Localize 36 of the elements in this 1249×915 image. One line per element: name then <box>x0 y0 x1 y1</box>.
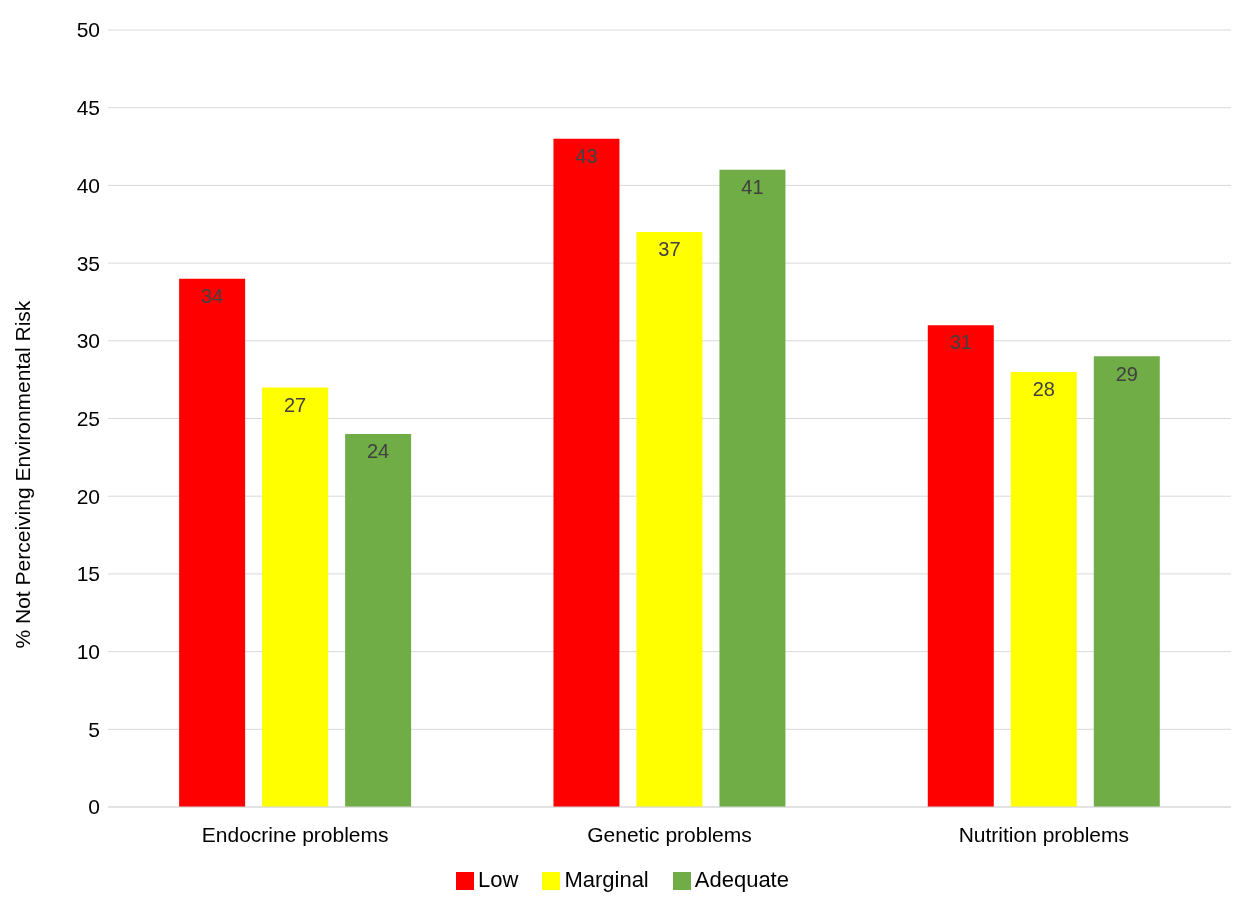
data-label: 24 <box>367 440 390 463</box>
y-tick-label: 45 <box>76 96 100 120</box>
y-tick-label: 0 <box>88 795 100 819</box>
y-tick-label: 20 <box>76 484 100 508</box>
data-label: 31 <box>949 331 972 354</box>
y-tick-label: 35 <box>76 251 100 275</box>
data-label: 41 <box>741 176 764 199</box>
x-tick-label: Genetic problems <box>587 822 752 846</box>
legend-label: Adequate <box>694 867 789 892</box>
y-tick-label: 25 <box>76 406 100 430</box>
data-label: 37 <box>658 238 681 261</box>
y-tick-label: 10 <box>76 640 100 664</box>
bar <box>636 232 703 807</box>
data-label: 28 <box>1032 378 1055 401</box>
data-label: 27 <box>284 393 307 416</box>
data-label: 34 <box>201 284 224 307</box>
bar <box>1010 371 1077 807</box>
bar <box>345 434 412 807</box>
bar <box>553 138 620 807</box>
bar <box>179 278 246 807</box>
y-axis-title: % Not Perceiving Environmental Risk <box>11 300 35 649</box>
data-label: 43 <box>575 144 598 167</box>
bar <box>719 169 786 807</box>
x-tick-label: Nutrition problems <box>958 822 1130 846</box>
x-tick-label: Endocrine problems <box>201 822 389 846</box>
bar <box>1093 356 1160 807</box>
data-label: 29 <box>1115 362 1138 385</box>
y-tick-label: 5 <box>88 717 100 741</box>
legend-label: Marginal <box>564 867 649 892</box>
y-tick-label: 50 <box>76 18 100 42</box>
y-tick-label: 40 <box>76 173 100 197</box>
bar <box>927 325 994 807</box>
legend-label: Low <box>478 867 519 892</box>
y-tick-label: 30 <box>76 329 100 353</box>
y-tick-label: 15 <box>76 562 100 586</box>
bar <box>262 387 329 807</box>
